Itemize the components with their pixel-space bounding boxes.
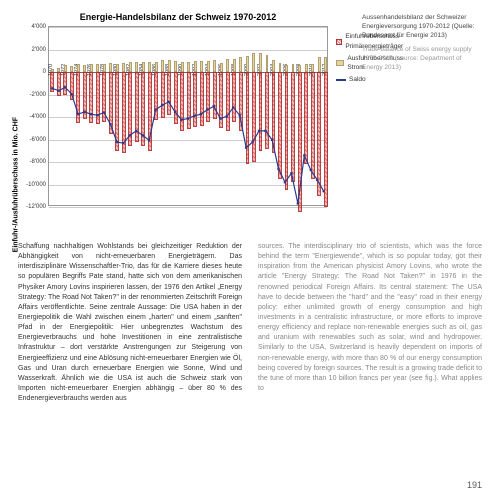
energy-trade-balance-chart: Energie-Handelsbilanz der Schweiz 1970-2… (18, 12, 338, 222)
saldo-marker (316, 179, 318, 181)
saldo-marker (70, 93, 72, 95)
saldo-marker (187, 117, 189, 119)
saldo-marker (161, 104, 163, 106)
saldo-marker (96, 114, 98, 116)
saldo-marker (264, 130, 266, 132)
saldo-marker (64, 86, 66, 88)
saldo-marker (135, 130, 137, 132)
saldo-marker (122, 142, 124, 144)
y-tick: -10'000 (26, 182, 49, 188)
saldo-marker (297, 202, 299, 204)
saldo-marker (245, 146, 247, 148)
saldo-marker (200, 113, 202, 115)
saldo-marker (109, 123, 111, 125)
y-tick: -8'000 (30, 159, 50, 165)
legend-swatch-strom (336, 60, 344, 66)
chart-title: Energie-Handelsbilanz der Schweiz 1970-2… (18, 12, 338, 22)
saldo-marker (271, 139, 273, 141)
saldo-marker (83, 111, 85, 113)
chart-ylabel: Einfuhr-/Ausfuhrüberschuss in Mio. CHF (13, 117, 20, 252)
saldo-marker (193, 115, 195, 117)
figure-caption: Aussenhandelsbilanz der Schweizer Energi… (362, 14, 482, 73)
saldo-marker (148, 139, 150, 141)
caption-german: Aussenhandelsbilanz der Schweizer Energi… (362, 14, 482, 40)
saldo-marker (226, 115, 228, 117)
saldo-marker (77, 113, 79, 115)
page-number: 191 (467, 480, 482, 490)
saldo-marker (51, 87, 53, 89)
saldo-marker (58, 89, 60, 91)
legend-item-saldo: Saldo (336, 75, 407, 85)
saldo-marker (290, 172, 292, 174)
saldo-line (52, 87, 323, 203)
saldo-marker (103, 111, 105, 113)
saldo-marker (239, 114, 241, 116)
saldo-marker (323, 190, 325, 192)
saldo-marker (310, 169, 312, 171)
saldo-marker (129, 134, 131, 136)
saldo-marker (206, 108, 208, 110)
saldo-marker (154, 108, 156, 110)
saldo-marker (90, 113, 92, 115)
y-tick: -6'000 (30, 137, 50, 143)
saldo-marker (219, 117, 221, 119)
body-text: Schaffung nachhaltigen Wohlstands bei gl… (18, 242, 482, 404)
saldo-marker (142, 134, 144, 136)
saldo-marker (277, 168, 279, 170)
saldo-marker (174, 111, 176, 113)
saldo-marker (258, 130, 260, 132)
body-column-english: sources. The interdisciplinary trio of s… (258, 242, 482, 404)
saldo-marker (180, 119, 182, 121)
y-tick: -2'000 (30, 92, 50, 98)
saldo-marker (232, 106, 234, 108)
body-column-german: Schaffung nachhaltigen Wohlstands bei gl… (18, 242, 242, 404)
y-tick: 2'000 (32, 47, 50, 53)
saldo-marker (213, 105, 215, 107)
y-tick: 4'000 (32, 24, 50, 30)
legend-swatch-einfuhr (336, 39, 342, 45)
y-tick: -12'000 (26, 204, 49, 210)
legend-swatch-saldo (336, 79, 346, 81)
saldo-marker (251, 141, 253, 143)
y-tick: -4'000 (30, 114, 50, 120)
legend-label-saldo: Saldo (349, 75, 366, 85)
saldo-marker (284, 181, 286, 183)
saldo-marker (116, 141, 118, 143)
saldo-marker (303, 154, 305, 156)
saldo-marker (167, 101, 169, 103)
caption-english: Trade balance of Swiss energy supply 197… (362, 46, 482, 72)
